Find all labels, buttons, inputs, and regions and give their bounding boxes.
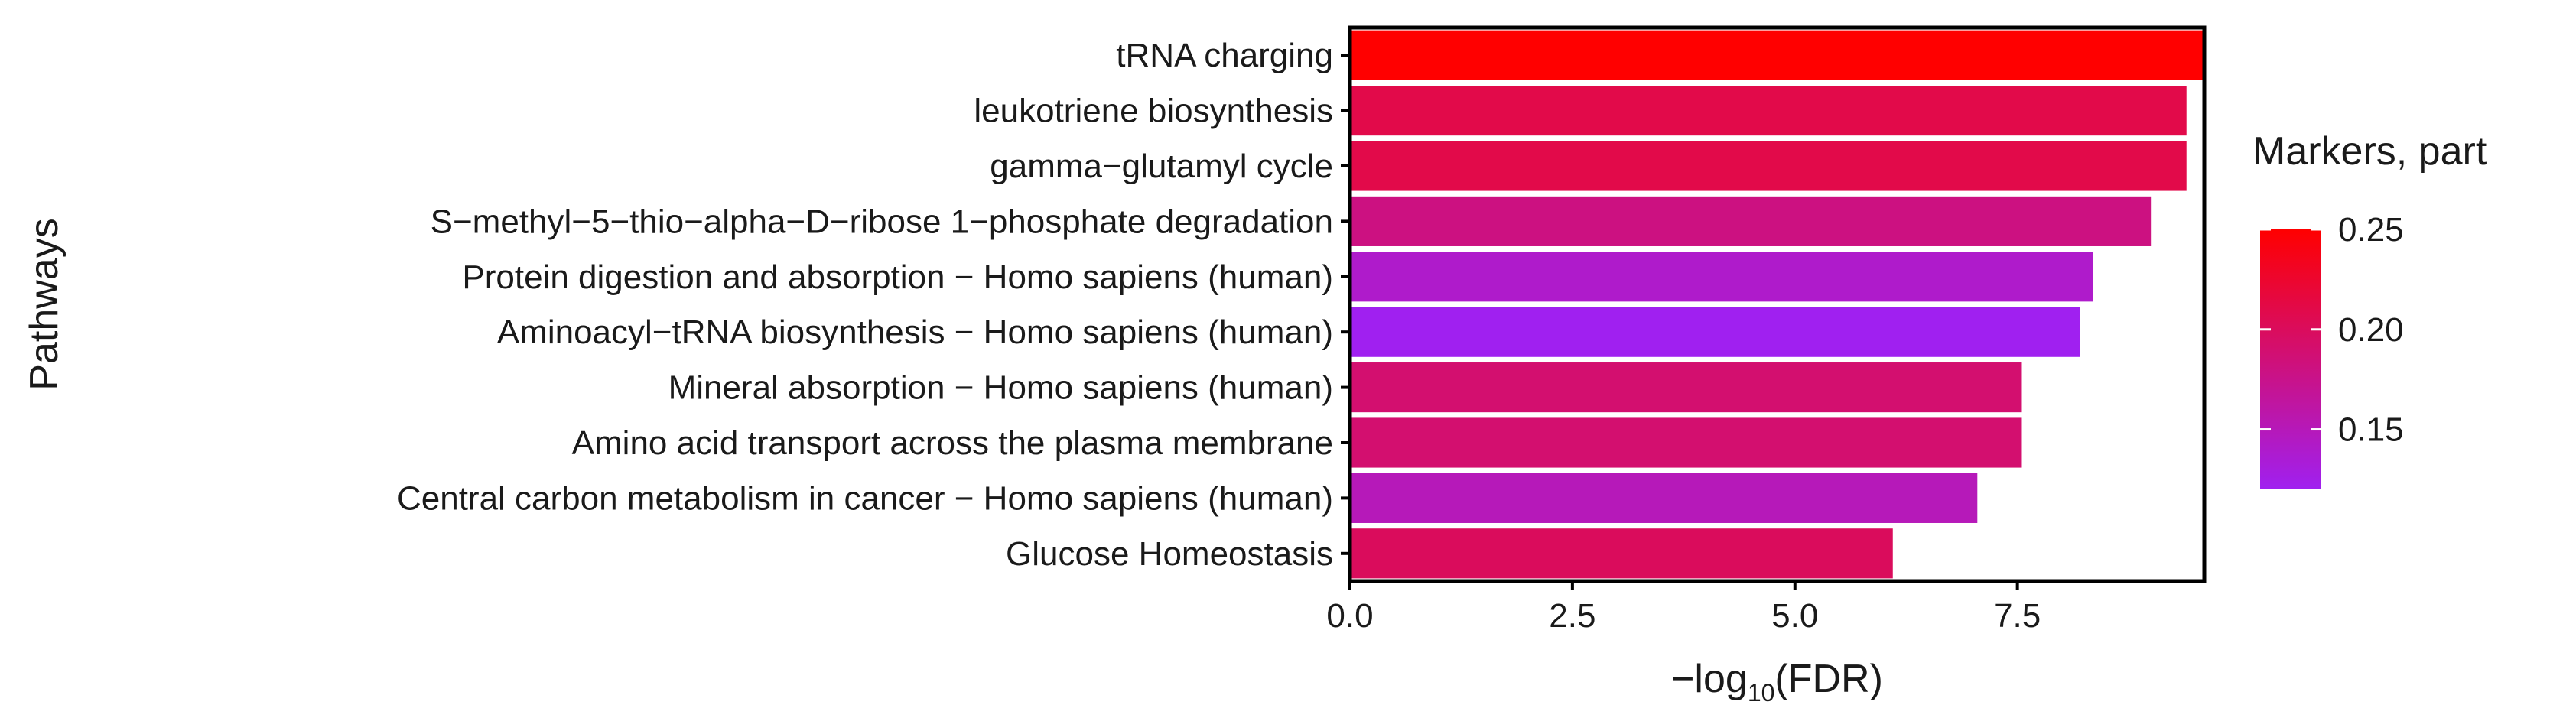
legend-title: Markers, part (2252, 129, 2487, 174)
category-label-10: Glucose Homeostasis (1006, 535, 1333, 573)
legend-ticks: 0.15 0.20 0.25 (2260, 211, 2404, 449)
bar-10 (1350, 528, 1893, 579)
x-axis-ticks: 0.0 2.5 5.0 7.5 (1326, 581, 2041, 635)
x-axis-title-tail: (FDR) (1774, 657, 1883, 701)
y-axis-title: Pathways (22, 218, 67, 390)
x-tick-label-4: 7.5 (1994, 597, 2041, 635)
bar-9 (1350, 473, 1978, 523)
bar-1 (1350, 30, 2204, 80)
bars-group (1350, 30, 2204, 579)
x-axis-title-main: −log (1671, 657, 1748, 701)
bar-6 (1350, 307, 2080, 357)
category-label-6: Aminoacyl−tRNA biosynthesis − Homo sapie… (497, 314, 1333, 351)
legend-tick-label-2: 0.20 (2338, 311, 2404, 349)
category-labels: tRNA charging leukotriene biosynthesis gam… (397, 37, 1350, 573)
plot-frame (1348, 25, 2207, 583)
bar-2 (1350, 86, 2187, 136)
x-tick-label-3: 5.0 (1771, 597, 1818, 635)
category-label-4: S−methyl−5−thio−alpha−D−ribose 1−phospha… (431, 203, 1333, 240)
category-label-2: leukotriene biosynthesis (974, 93, 1333, 130)
bar-5 (1350, 252, 2093, 302)
bar-8 (1350, 417, 2022, 468)
bar-7 (1350, 362, 2022, 413)
bar-4 (1350, 196, 2152, 246)
category-label-8: Amino acid transport across the plasma m… (572, 424, 1333, 462)
bar-3 (1350, 141, 2187, 191)
legend-tick-label-3: 0.25 (2338, 211, 2404, 249)
legend-color-bar (2260, 229, 2321, 489)
category-label-1: tRNA charging (1116, 37, 1333, 74)
color-legend: Markers, part 0.15 0.20 0.25 (2252, 129, 2487, 489)
x-axis-title: −log10(FDR) (1671, 657, 1883, 707)
legend-tick-label-1: 0.15 (2338, 411, 2404, 449)
category-label-3: gamma−glutamyl cycle (990, 148, 1333, 185)
category-label-7: Mineral absorption − Homo sapiens (human… (668, 369, 1333, 407)
category-label-9: Central carbon metabolism in cancer − Ho… (397, 479, 1333, 517)
x-axis-title-subscript: 10 (1748, 679, 1775, 707)
x-tick-label-1: 0.0 (1326, 597, 1373, 635)
category-label-5: Protein digestion and absorption − Homo … (462, 258, 1333, 296)
x-tick-label-2: 2.5 (1549, 597, 1595, 635)
